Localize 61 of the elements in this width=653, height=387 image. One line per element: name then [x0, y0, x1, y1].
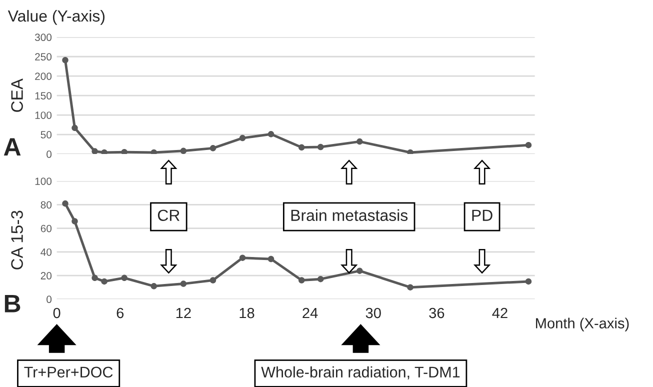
point	[121, 148, 128, 154]
point	[62, 200, 68, 207]
y-tick-label: 100	[35, 178, 52, 185]
point	[101, 278, 108, 285]
point	[72, 124, 78, 132]
y-tick-label: 250	[35, 53, 52, 61]
point	[317, 144, 324, 150]
point	[121, 274, 128, 282]
text: Tr+Per+DOC	[24, 366, 113, 378]
text: Value (Y-axis)	[8, 10, 105, 25]
y-tick-label: 150	[35, 92, 52, 100]
y-tick-label: 200	[35, 72, 52, 80]
point	[525, 278, 532, 285]
text: A	[4, 138, 21, 156]
annotation: CR	[158, 210, 180, 222]
text: Whole-brain radiation, T-DM1	[261, 366, 460, 380]
point	[72, 218, 78, 224]
text: B	[4, 294, 20, 312]
y-tick-label: 60	[40, 224, 52, 232]
y-tick-label: 20	[40, 272, 52, 280]
x-tick-label: 36	[429, 308, 444, 318]
point	[407, 284, 414, 290]
y-tick-label: 50	[40, 131, 52, 138]
annotation: Brain metastasis	[291, 209, 408, 222]
point	[150, 283, 158, 290]
y-tick-label: 300	[34, 34, 52, 42]
point	[239, 134, 246, 142]
x-tick-label: 6	[116, 308, 124, 318]
point	[92, 274, 98, 282]
y-tick-label: 0	[46, 296, 52, 304]
y-axis-title: CEA	[11, 78, 23, 112]
x-tick-label: 42	[492, 308, 508, 318]
x-tick-label: 12	[176, 308, 191, 318]
point	[317, 276, 324, 282]
point	[298, 144, 305, 151]
point	[210, 277, 216, 284]
y-tick-label: 80	[40, 201, 52, 209]
point	[101, 149, 108, 154]
point	[239, 254, 246, 261]
point	[150, 149, 158, 154]
point	[62, 57, 68, 64]
x-axis-title: Month (X-axis)	[536, 318, 629, 332]
x-tick-label: 30	[366, 308, 381, 318]
point	[92, 148, 98, 154]
point	[298, 277, 305, 284]
point	[407, 149, 414, 154]
point	[525, 142, 532, 148]
y-tick-label: 100	[35, 112, 52, 119]
point	[268, 131, 274, 138]
annotation: PD	[472, 210, 492, 221]
x-tick-label: 18	[240, 308, 254, 318]
point	[356, 138, 363, 145]
y-tick-label: 40	[40, 248, 52, 256]
point	[180, 148, 187, 154]
point	[268, 256, 274, 262]
point	[180, 280, 187, 287]
x-tick-label: 24	[302, 308, 318, 318]
y-axis-title: CA 15-3	[11, 210, 23, 270]
point	[356, 268, 363, 274]
y-tick-label: 0	[46, 150, 52, 158]
point	[210, 145, 216, 152]
